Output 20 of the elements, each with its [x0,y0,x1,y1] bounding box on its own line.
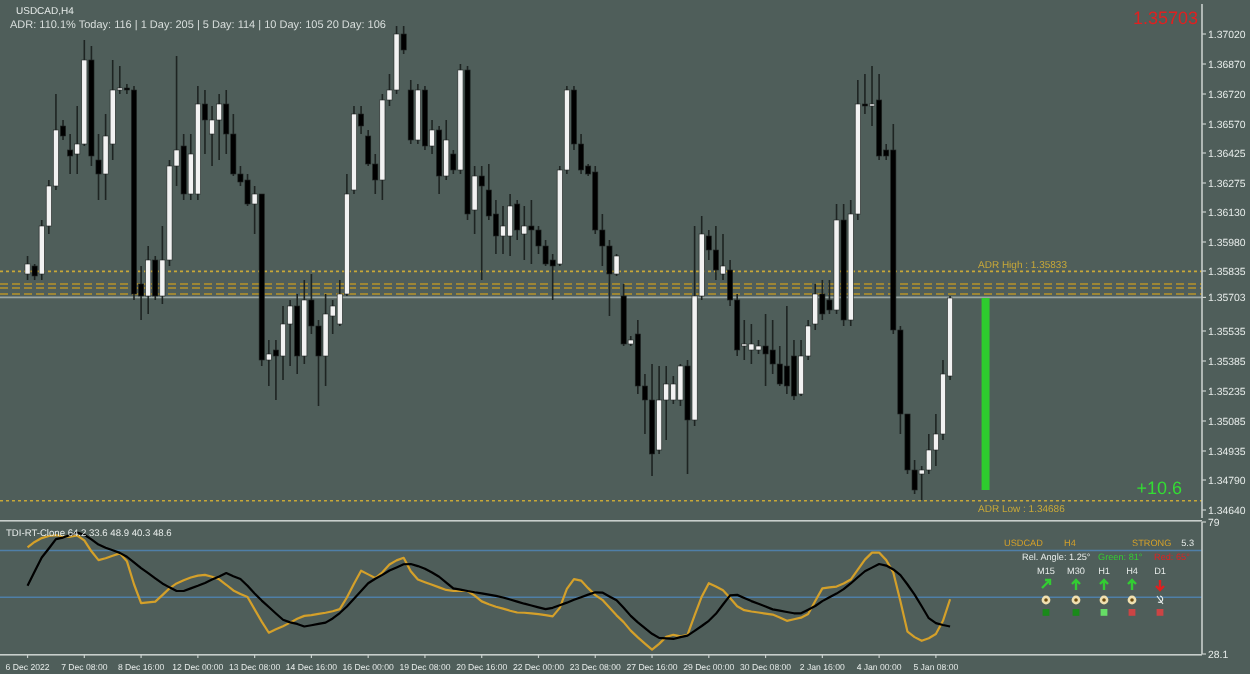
candlestick [216,93,223,161]
candlestick [24,255,31,281]
candlestick [443,119,450,181]
candlestick [507,193,513,257]
candlestick [500,205,506,255]
candlestick [819,279,826,321]
candlestick [713,225,719,281]
candlestick [528,199,535,265]
candlestick [145,245,152,315]
candlestick [762,313,769,387]
candlestick [436,125,443,195]
candlestick [613,253,620,277]
candlestick [620,283,627,347]
candlestick [521,205,528,261]
candlestick [748,323,755,365]
annotation: 1.35703 [1132,8,1198,28]
annotation: +10.6 [1136,478,1182,498]
candlestick [478,165,485,281]
candlestick [783,305,790,395]
candlestick [152,255,159,301]
